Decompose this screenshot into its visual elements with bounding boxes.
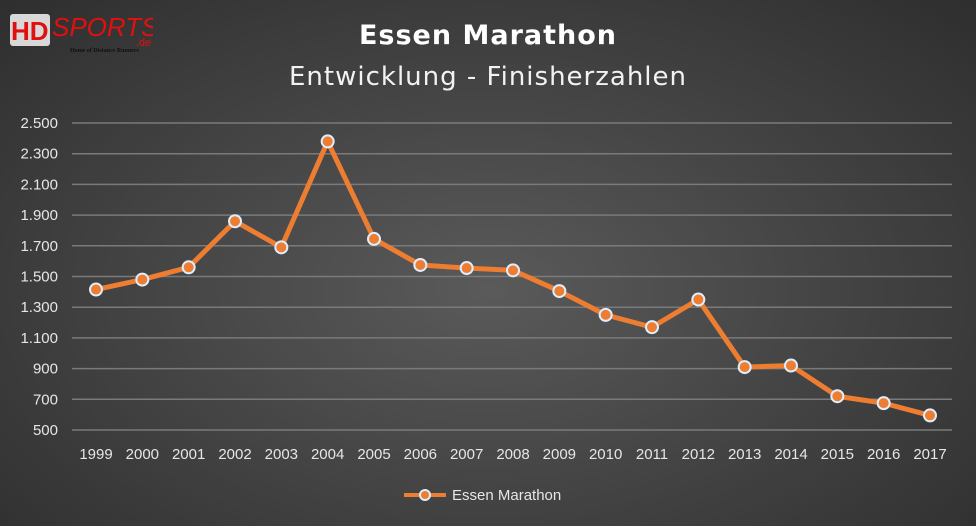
y-tick-label: 2.100 xyxy=(20,176,58,193)
svg-text:SPORTS: SPORTS xyxy=(52,12,153,42)
y-tick-label: 1.500 xyxy=(20,269,58,286)
legend-label: Essen Marathon xyxy=(452,487,561,504)
x-tick-label: 2017 xyxy=(913,446,946,463)
chart-title: Essen Marathon xyxy=(358,20,618,51)
x-tick-label: 1999 xyxy=(79,446,112,463)
data-point xyxy=(598,307,613,322)
x-tick-label: 2002 xyxy=(218,446,251,463)
x-tick-label: 2007 xyxy=(450,446,483,463)
x-tick-label: 2008 xyxy=(496,446,529,463)
data-point xyxy=(274,240,289,255)
data-point xyxy=(320,134,335,149)
data-point xyxy=(876,396,891,411)
y-tick-label: 700 xyxy=(33,391,58,408)
data-point xyxy=(135,272,150,287)
x-tick-label: 2015 xyxy=(821,446,854,463)
series-line xyxy=(95,138,931,418)
data-point xyxy=(645,320,659,335)
data-point xyxy=(784,358,798,373)
x-tick-label: 2012 xyxy=(682,446,715,463)
x-tick-label: 2009 xyxy=(543,446,576,463)
data-point xyxy=(367,231,381,246)
x-tick-label: 2011 xyxy=(636,446,668,463)
x-tick-label: 2014 xyxy=(774,446,807,463)
data-point xyxy=(89,282,103,297)
svg-text:Home of Distance Runners: Home of Distance Runners xyxy=(70,48,139,54)
data-point xyxy=(737,360,752,375)
svg-text:HD: HD xyxy=(11,16,49,46)
y-tick-label: 1.100 xyxy=(20,330,58,347)
y-tick-label: 1.300 xyxy=(20,299,58,316)
hdsports-logo: HD SPORTS .de Home of Distance Runners xyxy=(10,12,153,54)
legend-marker xyxy=(419,489,431,501)
data-point xyxy=(413,257,428,272)
data-point xyxy=(459,261,474,276)
data-point xyxy=(691,292,706,307)
data-point xyxy=(923,408,937,423)
y-tick-label: 900 xyxy=(33,361,58,378)
x-tick-label: 2001 xyxy=(172,446,205,463)
data-point xyxy=(228,214,242,229)
data-point xyxy=(506,263,520,278)
x-tick-label: 2000 xyxy=(126,446,159,463)
x-tick-label: 2004 xyxy=(311,446,344,463)
data-point xyxy=(552,284,567,299)
x-tick-label: 2016 xyxy=(867,446,900,463)
y-tick-label: 500 xyxy=(33,422,58,439)
y-tick-label: 2.300 xyxy=(20,146,58,163)
data-point xyxy=(830,389,845,404)
svg-text:.de: .de xyxy=(136,37,151,49)
x-tick-label: 2013 xyxy=(728,446,761,463)
y-tick-label: 1.900 xyxy=(20,207,58,224)
x-tick-label: 2006 xyxy=(404,446,437,463)
y-tick-label: 2.500 xyxy=(20,115,58,132)
x-tick-label: 2005 xyxy=(357,446,390,463)
x-tick-label: 2003 xyxy=(265,446,298,463)
chart-subtitle: Entwicklung - Finisherzahlen xyxy=(289,62,687,92)
data-point xyxy=(181,260,196,275)
y-tick-label: 1.700 xyxy=(20,238,58,255)
legend: Essen Marathon xyxy=(404,487,561,504)
x-tick-label: 2010 xyxy=(589,446,622,463)
